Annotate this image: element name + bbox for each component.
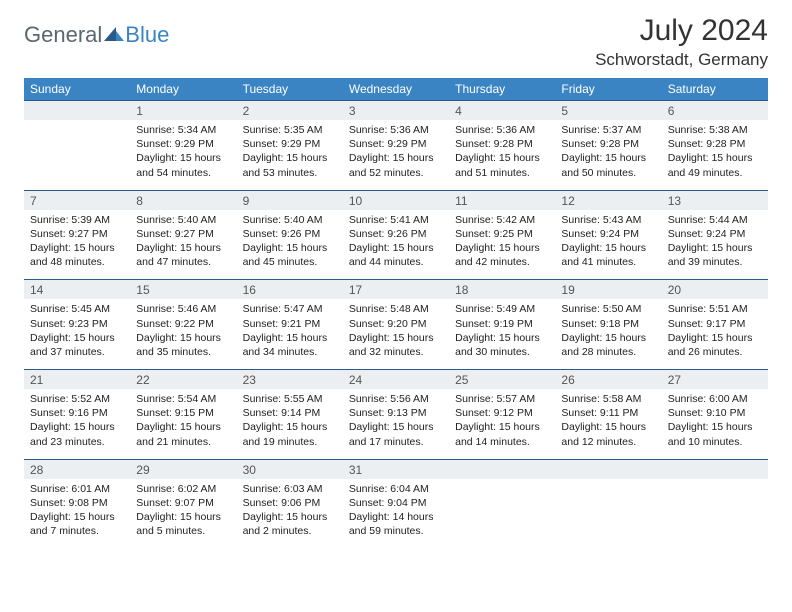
brand-text-general: General bbox=[24, 22, 102, 48]
day-info: Sunrise: 6:00 AMSunset: 9:10 PMDaylight:… bbox=[662, 389, 768, 459]
day-number: 31 bbox=[343, 459, 449, 479]
day-info: Sunrise: 5:40 AMSunset: 9:26 PMDaylight:… bbox=[237, 210, 343, 280]
day-info: Sunrise: 6:03 AMSunset: 9:06 PMDaylight:… bbox=[237, 479, 343, 549]
day-info bbox=[662, 479, 768, 549]
day-number: 13 bbox=[662, 190, 768, 210]
day-number: 20 bbox=[662, 280, 768, 300]
day-number: 27 bbox=[662, 370, 768, 390]
day-info: Sunrise: 5:43 AMSunset: 9:24 PMDaylight:… bbox=[555, 210, 661, 280]
week-5-numbers: 28 29 30 31 bbox=[24, 459, 768, 479]
day-number: 15 bbox=[130, 280, 236, 300]
day-number: 26 bbox=[555, 370, 661, 390]
day-info: Sunrise: 5:39 AMSunset: 9:27 PMDaylight:… bbox=[24, 210, 130, 280]
week-4-numbers: 21 22 23 24 25 26 27 bbox=[24, 370, 768, 390]
month-title: July 2024 bbox=[595, 14, 768, 48]
day-number: 22 bbox=[130, 370, 236, 390]
day-number: 8 bbox=[130, 190, 236, 210]
day-number: 29 bbox=[130, 459, 236, 479]
day-info: Sunrise: 5:54 AMSunset: 9:15 PMDaylight:… bbox=[130, 389, 236, 459]
day-number: 12 bbox=[555, 190, 661, 210]
weekday-monday: Monday bbox=[130, 78, 236, 101]
day-info: Sunrise: 5:40 AMSunset: 9:27 PMDaylight:… bbox=[130, 210, 236, 280]
day-info: Sunrise: 5:42 AMSunset: 9:25 PMDaylight:… bbox=[449, 210, 555, 280]
day-number: 2 bbox=[237, 101, 343, 121]
day-number: 6 bbox=[662, 101, 768, 121]
day-info: Sunrise: 5:56 AMSunset: 9:13 PMDaylight:… bbox=[343, 389, 449, 459]
weekday-header-row: Sunday Monday Tuesday Wednesday Thursday… bbox=[24, 78, 768, 101]
day-number: 7 bbox=[24, 190, 130, 210]
day-number: 5 bbox=[555, 101, 661, 121]
title-block: July 2024 Schworstadt, Germany bbox=[595, 14, 768, 70]
brand-logo: General Blue bbox=[24, 22, 169, 48]
week-3-numbers: 14 15 16 17 18 19 20 bbox=[24, 280, 768, 300]
day-info: Sunrise: 5:45 AMSunset: 9:23 PMDaylight:… bbox=[24, 299, 130, 369]
day-info: Sunrise: 5:44 AMSunset: 9:24 PMDaylight:… bbox=[662, 210, 768, 280]
week-3-info: Sunrise: 5:45 AMSunset: 9:23 PMDaylight:… bbox=[24, 299, 768, 369]
header: General Blue July 2024 Schworstadt, Germ… bbox=[24, 14, 768, 70]
day-number bbox=[449, 459, 555, 479]
day-info: Sunrise: 6:04 AMSunset: 9:04 PMDaylight:… bbox=[343, 479, 449, 549]
day-info: Sunrise: 5:55 AMSunset: 9:14 PMDaylight:… bbox=[237, 389, 343, 459]
day-number: 18 bbox=[449, 280, 555, 300]
day-info: Sunrise: 5:52 AMSunset: 9:16 PMDaylight:… bbox=[24, 389, 130, 459]
day-number: 30 bbox=[237, 459, 343, 479]
day-info: Sunrise: 5:58 AMSunset: 9:11 PMDaylight:… bbox=[555, 389, 661, 459]
day-number: 16 bbox=[237, 280, 343, 300]
day-info: Sunrise: 5:36 AMSunset: 9:29 PMDaylight:… bbox=[343, 120, 449, 190]
day-info: Sunrise: 5:51 AMSunset: 9:17 PMDaylight:… bbox=[662, 299, 768, 369]
day-info: Sunrise: 5:41 AMSunset: 9:26 PMDaylight:… bbox=[343, 210, 449, 280]
day-number: 17 bbox=[343, 280, 449, 300]
day-info: Sunrise: 5:46 AMSunset: 9:22 PMDaylight:… bbox=[130, 299, 236, 369]
day-number: 14 bbox=[24, 280, 130, 300]
day-number: 19 bbox=[555, 280, 661, 300]
day-number: 4 bbox=[449, 101, 555, 121]
day-info: Sunrise: 5:34 AMSunset: 9:29 PMDaylight:… bbox=[130, 120, 236, 190]
day-number bbox=[555, 459, 661, 479]
weekday-wednesday: Wednesday bbox=[343, 78, 449, 101]
day-number: 24 bbox=[343, 370, 449, 390]
day-number: 28 bbox=[24, 459, 130, 479]
day-number bbox=[24, 101, 130, 121]
day-number: 9 bbox=[237, 190, 343, 210]
day-info: Sunrise: 5:38 AMSunset: 9:28 PMDaylight:… bbox=[662, 120, 768, 190]
day-number bbox=[662, 459, 768, 479]
day-info: Sunrise: 5:47 AMSunset: 9:21 PMDaylight:… bbox=[237, 299, 343, 369]
day-info: Sunrise: 5:37 AMSunset: 9:28 PMDaylight:… bbox=[555, 120, 661, 190]
week-1-numbers: 1 2 3 4 5 6 bbox=[24, 101, 768, 121]
day-info: Sunrise: 5:48 AMSunset: 9:20 PMDaylight:… bbox=[343, 299, 449, 369]
day-info: Sunrise: 6:02 AMSunset: 9:07 PMDaylight:… bbox=[130, 479, 236, 549]
day-info bbox=[555, 479, 661, 549]
weekday-saturday: Saturday bbox=[662, 78, 768, 101]
calendar-table: Sunday Monday Tuesday Wednesday Thursday… bbox=[24, 78, 768, 548]
day-number: 11 bbox=[449, 190, 555, 210]
week-2-numbers: 7 8 9 10 11 12 13 bbox=[24, 190, 768, 210]
day-info bbox=[449, 479, 555, 549]
weekday-sunday: Sunday bbox=[24, 78, 130, 101]
weekday-tuesday: Tuesday bbox=[237, 78, 343, 101]
day-number: 21 bbox=[24, 370, 130, 390]
weekday-thursday: Thursday bbox=[449, 78, 555, 101]
week-1-info: Sunrise: 5:34 AMSunset: 9:29 PMDaylight:… bbox=[24, 120, 768, 190]
location-label: Schworstadt, Germany bbox=[595, 50, 768, 70]
brand-triangle-icon bbox=[104, 25, 124, 46]
day-info bbox=[24, 120, 130, 190]
weekday-friday: Friday bbox=[555, 78, 661, 101]
day-info: Sunrise: 5:57 AMSunset: 9:12 PMDaylight:… bbox=[449, 389, 555, 459]
week-5-info: Sunrise: 6:01 AMSunset: 9:08 PMDaylight:… bbox=[24, 479, 768, 549]
week-4-info: Sunrise: 5:52 AMSunset: 9:16 PMDaylight:… bbox=[24, 389, 768, 459]
day-info: Sunrise: 6:01 AMSunset: 9:08 PMDaylight:… bbox=[24, 479, 130, 549]
brand-text-blue: Blue bbox=[125, 22, 169, 48]
day-number: 25 bbox=[449, 370, 555, 390]
day-number: 23 bbox=[237, 370, 343, 390]
day-info: Sunrise: 5:35 AMSunset: 9:29 PMDaylight:… bbox=[237, 120, 343, 190]
day-number: 10 bbox=[343, 190, 449, 210]
day-info: Sunrise: 5:36 AMSunset: 9:28 PMDaylight:… bbox=[449, 120, 555, 190]
day-info: Sunrise: 5:49 AMSunset: 9:19 PMDaylight:… bbox=[449, 299, 555, 369]
day-number: 1 bbox=[130, 101, 236, 121]
week-2-info: Sunrise: 5:39 AMSunset: 9:27 PMDaylight:… bbox=[24, 210, 768, 280]
day-number: 3 bbox=[343, 101, 449, 121]
day-info: Sunrise: 5:50 AMSunset: 9:18 PMDaylight:… bbox=[555, 299, 661, 369]
